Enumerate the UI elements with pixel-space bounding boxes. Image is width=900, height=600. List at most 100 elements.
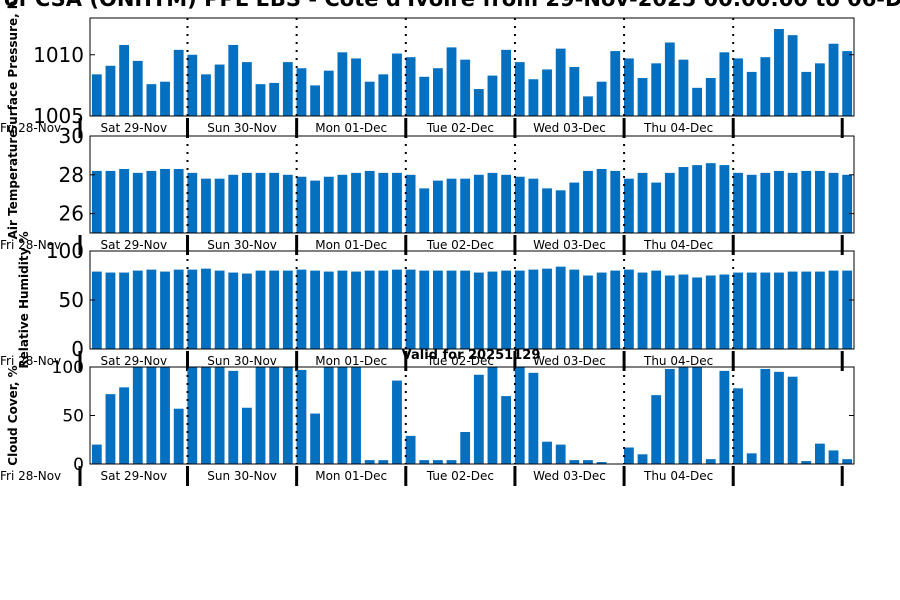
bar [583,96,593,116]
bar [214,367,225,464]
bar [378,172,389,233]
bar [296,369,307,464]
bar [828,43,839,117]
bar [473,174,484,233]
bar [132,60,143,117]
bar [473,374,484,464]
bar [119,44,130,117]
bar [692,165,703,233]
panel-3: 0 50 100 Cloud Cover, % Fri 28-Nov Sat 29-Nov… [0,358,855,486]
bar [351,58,361,116]
y-tick-label: 1005 [33,104,84,128]
bar [801,71,812,116]
bar [719,165,730,233]
bar [705,163,716,233]
x-start-label: Fri 28-Nov [0,238,61,252]
bar [392,53,402,116]
y-tick-label: 26 [59,202,84,226]
bar [555,444,566,464]
bar [173,49,184,116]
bar [323,176,334,233]
bar [214,178,225,233]
bar [105,170,116,233]
bar [528,372,539,464]
bar [746,71,757,116]
bar [623,269,634,349]
bar [419,188,430,233]
bar [542,69,552,116]
bar [664,42,675,116]
bar [296,176,307,233]
bar [310,180,321,233]
day-label: Wed 03-Dec [533,121,606,135]
day-label: Mon 01-Dec [315,469,387,483]
bar [364,270,375,349]
bar [473,272,484,349]
bar [705,78,716,116]
day-label: Sun 30-Nov [207,121,277,135]
bar [296,68,307,116]
bar [228,174,239,233]
bar [119,387,130,464]
bar [487,271,498,349]
bar [801,461,812,464]
day-label: Tue 02-Dec [426,469,494,483]
bar [514,62,525,116]
bar [719,52,730,116]
bar [596,81,607,116]
bar [392,172,402,233]
bar [119,168,130,233]
bar [201,178,211,233]
bar [514,270,525,349]
bar [160,81,170,116]
panel-frame [89,17,855,117]
bar [173,168,184,233]
bar [569,269,580,349]
bar [364,81,375,116]
bar [337,52,348,116]
y-tick-label: 50 [59,288,84,312]
bar [814,63,825,116]
bar [774,29,784,116]
bar [460,59,471,116]
day-label: Tue 02-Dec [426,354,494,368]
bar [187,367,198,464]
bar [323,70,334,116]
y-axis-label: Relative Humidity % [17,231,31,368]
bar [664,172,675,233]
panel-frame [89,135,855,234]
bar [378,460,389,464]
bar [828,450,839,464]
bar [787,172,798,233]
bar [501,270,512,349]
bar [160,367,170,464]
bar [228,44,239,117]
bar [460,178,471,233]
day-label: Sat 29-Nov [101,469,168,483]
bar [555,190,566,233]
bar [446,178,457,233]
bar [337,367,348,464]
day-label: Sat 29-Nov [101,121,168,135]
bar [569,182,580,233]
bar [364,170,375,233]
bar [269,367,280,464]
bar [692,277,703,349]
bar [378,74,389,116]
bar [501,174,512,233]
y-tick-label: 0 [73,455,84,475]
bar [828,270,839,349]
chart-title: of CSA (ONHTM) PPL EBS - Cote d'Ivoire f… [4,0,900,11]
y-tick-label: 100 [52,358,84,378]
day-label: Thu 04-Dec [643,469,713,483]
bar [746,272,757,349]
bar [623,58,634,116]
bar [733,272,743,349]
bar [119,272,130,349]
bar [842,51,853,116]
bar [187,269,198,349]
bar [296,269,307,349]
bar [760,57,771,116]
